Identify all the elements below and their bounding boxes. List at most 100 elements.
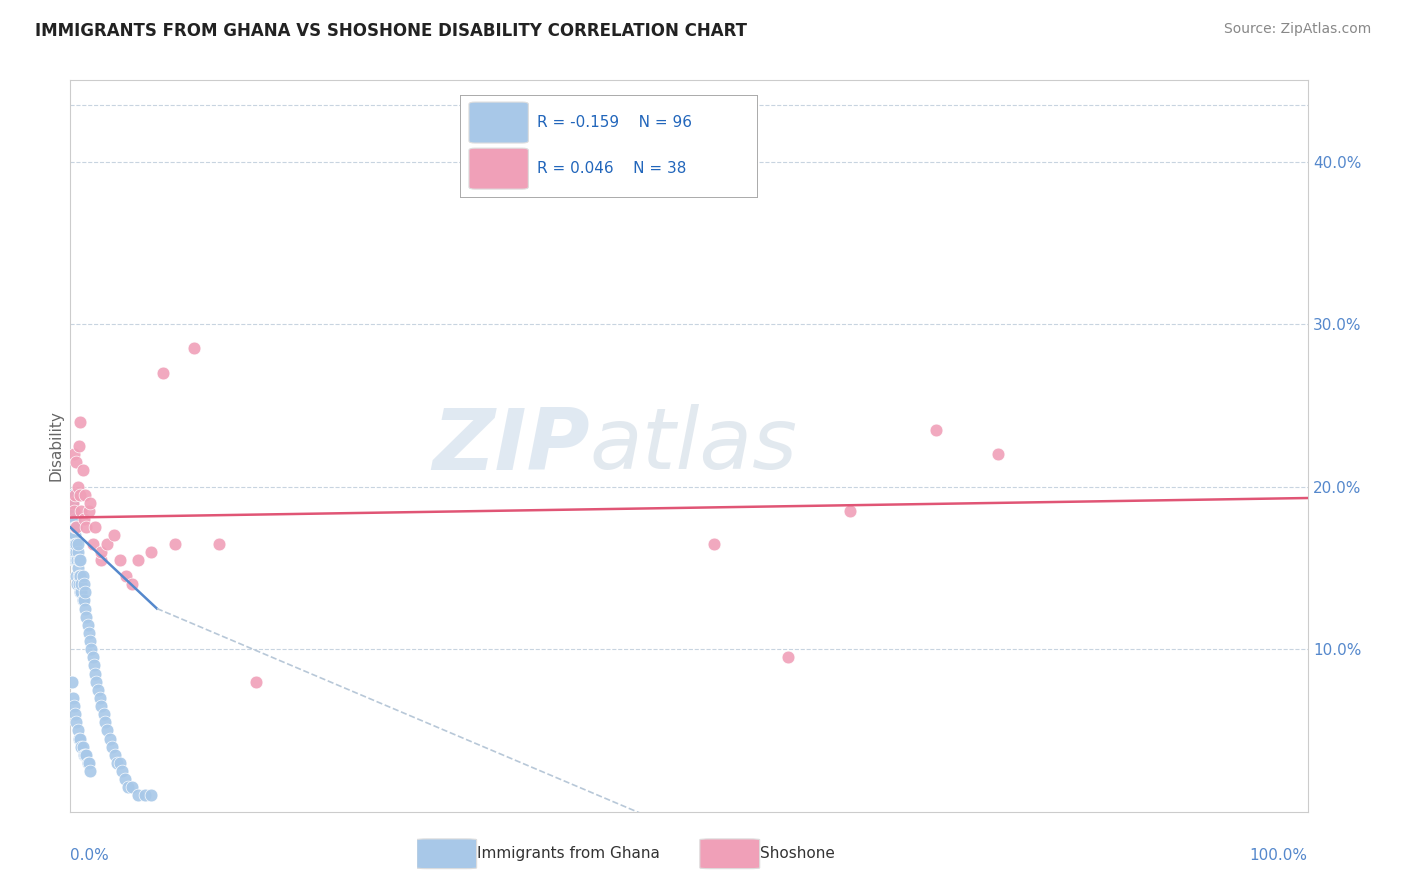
Point — [63, 553, 86, 567]
Point — [76, 617, 98, 632]
Point — [208, 536, 231, 550]
Point — [65, 553, 87, 567]
Point — [66, 536, 89, 550]
Point — [69, 553, 91, 567]
Point — [703, 536, 725, 550]
Point — [65, 715, 87, 730]
Point — [108, 553, 131, 567]
Point — [63, 520, 86, 534]
Point — [183, 342, 205, 356]
Point — [65, 707, 87, 722]
Y-axis label: Disability: Disability — [48, 410, 63, 482]
Text: 0.0%: 0.0% — [70, 848, 110, 863]
Point — [63, 504, 86, 518]
Point — [139, 789, 162, 803]
Point — [77, 626, 100, 640]
Point — [66, 480, 89, 494]
Point — [65, 544, 87, 558]
Point — [75, 520, 97, 534]
Point — [84, 666, 107, 681]
Point — [66, 553, 89, 567]
Point — [98, 731, 121, 746]
Point — [79, 634, 101, 648]
Point — [94, 715, 117, 730]
Point — [93, 707, 115, 722]
Point — [69, 569, 91, 583]
Point — [84, 674, 107, 689]
Point — [86, 682, 108, 697]
Point — [63, 447, 86, 461]
Point — [62, 512, 84, 526]
Point — [73, 747, 96, 762]
Point — [90, 553, 112, 567]
Point — [60, 488, 83, 502]
Point — [90, 544, 112, 558]
Point — [65, 553, 87, 567]
Point — [72, 739, 94, 754]
Point — [96, 723, 118, 738]
Point — [67, 731, 90, 746]
Point — [67, 569, 90, 583]
Point — [69, 415, 91, 429]
Point — [63, 512, 86, 526]
Point — [90, 699, 112, 714]
Point — [66, 561, 89, 575]
Text: IMMIGRANTS FROM GHANA VS SHOSHONE DISABILITY CORRELATION CHART: IMMIGRANTS FROM GHANA VS SHOSHONE DISABI… — [35, 22, 747, 40]
Point — [79, 764, 101, 778]
Point — [925, 423, 948, 437]
Point — [89, 690, 111, 705]
Point — [73, 577, 96, 591]
Point — [63, 544, 86, 558]
Point — [65, 520, 87, 534]
Point — [69, 731, 91, 746]
Point — [67, 553, 90, 567]
Point — [65, 528, 87, 542]
Point — [245, 674, 267, 689]
Point — [62, 496, 84, 510]
Point — [65, 455, 87, 469]
Point — [73, 512, 96, 526]
Point — [65, 569, 87, 583]
Point — [62, 496, 84, 510]
Point — [70, 577, 93, 591]
Text: ZIP: ZIP — [432, 404, 591, 488]
Point — [121, 577, 143, 591]
Point — [65, 488, 87, 502]
Point — [63, 528, 86, 542]
Point — [105, 756, 128, 770]
Point — [60, 504, 83, 518]
Text: Source: ZipAtlas.com: Source: ZipAtlas.com — [1223, 22, 1371, 37]
Point — [70, 504, 93, 518]
Point — [63, 504, 86, 518]
Point — [63, 536, 86, 550]
Point — [75, 747, 97, 762]
Point — [60, 520, 83, 534]
Point — [60, 674, 83, 689]
Point — [66, 577, 89, 591]
Point — [66, 723, 89, 738]
Point — [121, 780, 143, 795]
Point — [65, 536, 87, 550]
Point — [75, 601, 97, 615]
Point — [65, 520, 87, 534]
Point — [65, 536, 87, 550]
Point — [79, 496, 101, 510]
Point — [82, 536, 104, 550]
Point — [83, 658, 105, 673]
Point — [60, 512, 83, 526]
Point — [82, 650, 104, 665]
Point — [165, 536, 187, 550]
Point — [127, 789, 149, 803]
Point — [60, 536, 83, 550]
Point — [75, 609, 97, 624]
Point — [70, 739, 93, 754]
Point — [75, 488, 97, 502]
Point — [152, 366, 174, 380]
Text: atlas: atlas — [591, 404, 799, 488]
Point — [60, 520, 83, 534]
Point — [127, 553, 149, 567]
Point — [65, 520, 87, 534]
Point — [72, 463, 94, 477]
Point — [59, 512, 82, 526]
Text: 100.0%: 100.0% — [1250, 848, 1308, 863]
